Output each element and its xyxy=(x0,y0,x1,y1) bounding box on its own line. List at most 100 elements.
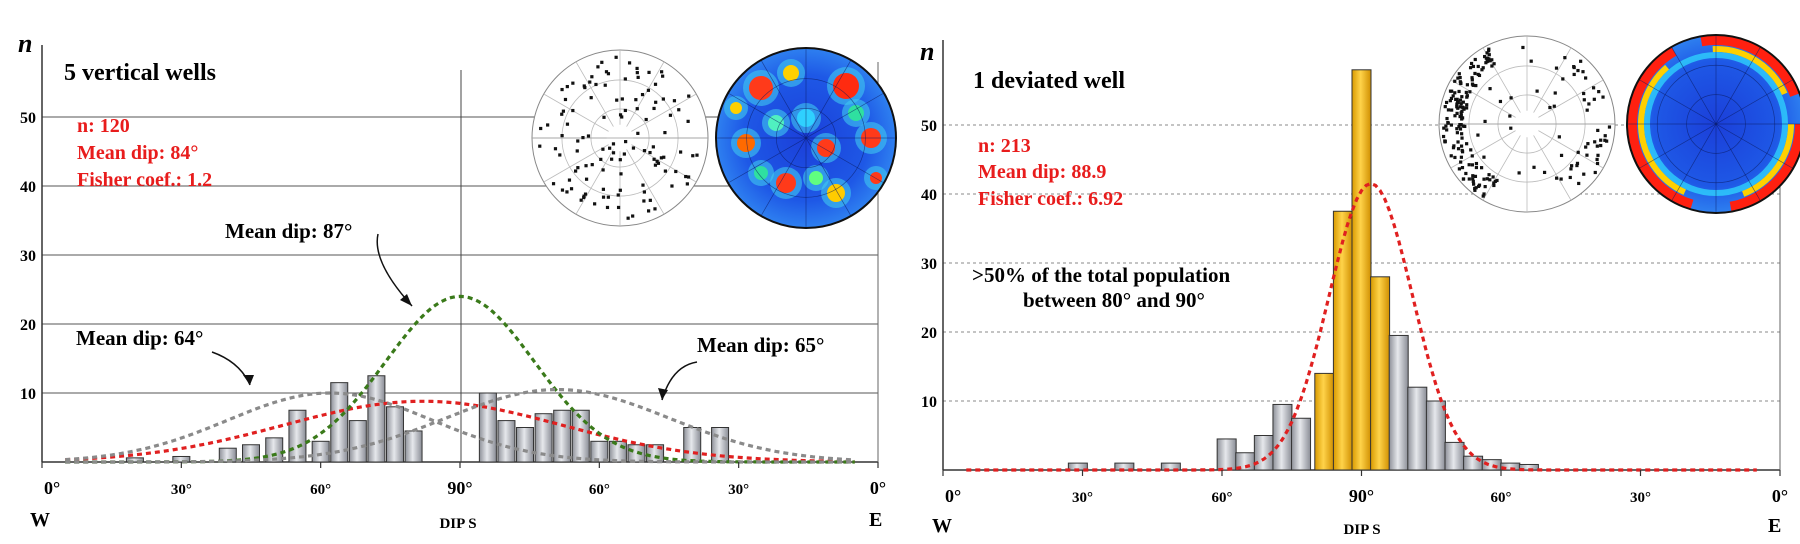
x-tick-label: 30° xyxy=(1630,490,1651,506)
y-tick-label: 30 xyxy=(921,256,937,273)
stereonet-scatter-plot xyxy=(1438,35,1616,213)
x-tick-label: 0° xyxy=(945,486,961,506)
arrow-64-head xyxy=(243,375,254,385)
distribution-curve xyxy=(65,391,855,464)
x-end-west: W xyxy=(932,515,952,537)
stat-mean-dip: Mean dip: 88.9 xyxy=(978,161,1106,183)
chart-vertical-wells: 10 20 30 40 50 0° 30° 60° 90° 60° 30° 0° n 5 verti… xyxy=(18,29,897,532)
bar xyxy=(125,457,144,463)
y-tick-label: 40 xyxy=(20,179,36,196)
bar xyxy=(534,413,553,463)
y-tick-label: 40 xyxy=(921,187,937,204)
y-tick-label: 50 xyxy=(20,110,36,127)
bar xyxy=(1291,417,1312,471)
bar xyxy=(330,382,349,463)
bar xyxy=(1481,459,1502,471)
annotation-mean-dip-64: Mean dip: 64° xyxy=(76,326,203,350)
bar xyxy=(1444,441,1465,471)
y-tick-label: 20 xyxy=(921,325,937,342)
stereonet-net xyxy=(532,50,708,226)
y-tick-label: 50 xyxy=(921,118,937,135)
x-tick-label: 60° xyxy=(1212,490,1233,506)
x-tick-label: 90° xyxy=(1349,486,1374,506)
x-tick-label: 30° xyxy=(728,482,749,498)
x-tick-label: 30° xyxy=(171,482,192,498)
x-tick-label: 60° xyxy=(589,482,610,498)
bar xyxy=(1407,386,1428,471)
stereonet-scatter-plot xyxy=(531,49,709,227)
bar xyxy=(265,437,284,463)
pole-points xyxy=(1441,45,1612,198)
bar xyxy=(683,427,702,463)
bar-highlighted xyxy=(1314,372,1335,471)
bar xyxy=(553,409,572,463)
stereonet-density-plot xyxy=(715,47,897,229)
bar xyxy=(478,392,497,463)
bar xyxy=(516,427,535,463)
arrow-87-head xyxy=(400,294,412,306)
bar xyxy=(1463,455,1484,471)
annotation-population-line2: between 80° and 90° xyxy=(1023,288,1205,312)
y-tick-labels: 10 20 30 40 50 xyxy=(921,118,937,411)
y-tick-labels: 10 20 30 40 50 xyxy=(20,110,36,403)
x-tick-labels: 0° 30° 60° 90° 60° 30° 0° xyxy=(41,462,886,498)
x-tick-label: 60° xyxy=(1491,490,1512,506)
bar xyxy=(627,444,646,463)
arrow-65 xyxy=(661,361,698,401)
bar xyxy=(311,440,330,463)
x-axis-label: DIP S xyxy=(439,516,476,532)
pole-points xyxy=(538,55,699,220)
curves-group xyxy=(966,181,1757,472)
bar xyxy=(497,420,516,463)
annotation-mean-dip-65: Mean dip: 65° xyxy=(697,333,824,357)
x-tick-labels: 0° 30° 60° 90° 60° 30° 0° xyxy=(942,470,1788,506)
bar xyxy=(367,375,386,463)
bar xyxy=(1388,334,1409,471)
x-end-east: E xyxy=(1768,515,1781,537)
curves-group xyxy=(65,294,855,464)
bar-highlighted xyxy=(1332,210,1353,471)
bar xyxy=(608,440,627,463)
x-tick-label: 0° xyxy=(870,478,886,498)
chart-title: 1 deviated well xyxy=(973,68,1125,94)
bar xyxy=(571,409,590,463)
bar xyxy=(348,420,367,463)
x-tick-label: 60° xyxy=(310,482,331,498)
bar-highlighted xyxy=(1351,69,1372,471)
x-tick-label: 0° xyxy=(1772,486,1788,506)
y-tick-label: 10 xyxy=(20,386,36,403)
bars-group xyxy=(125,375,730,463)
bars-group xyxy=(1067,69,1539,471)
x-tick-label: 30° xyxy=(1072,490,1093,506)
bar xyxy=(1160,462,1181,471)
y-axis-label: n xyxy=(18,29,32,58)
chart-deviated-well: 10 20 30 40 50 0° 30° 60° 90° 60° 30° 0° n 1 devia… xyxy=(920,34,1800,538)
annotation-population-line1: >50% of the total population xyxy=(972,263,1230,287)
annotation-mean-dip-87: Mean dip: 87° xyxy=(225,219,352,243)
x-axis-label: DIP S xyxy=(1343,522,1380,538)
stat-n: n: 213 xyxy=(978,135,1031,157)
arrow-65-head xyxy=(658,388,668,400)
x-end-west: W xyxy=(30,509,50,531)
stat-n: n: 120 xyxy=(77,115,130,137)
stat-fisher: Fisher coef.: 6.92 xyxy=(978,188,1123,210)
arrow-64 xyxy=(211,351,251,386)
distribution-curve xyxy=(65,388,855,464)
x-end-east: E xyxy=(869,509,882,531)
distribution-curve xyxy=(65,399,855,464)
distribution-curve xyxy=(966,181,1757,472)
stereonet-density-plot xyxy=(1626,34,1800,214)
stat-fisher: Fisher coef.: 1.2 xyxy=(77,169,212,191)
y-axis-label: n xyxy=(920,37,934,66)
y-tick-label: 10 xyxy=(921,394,937,411)
bar xyxy=(404,430,423,463)
y-tick-label: 20 xyxy=(20,317,36,334)
stat-mean-dip: Mean dip: 84° xyxy=(77,142,198,164)
bar-highlighted xyxy=(1370,276,1391,471)
y-tick-label: 30 xyxy=(20,248,36,265)
bar xyxy=(1425,400,1446,471)
x-tick-label: 0° xyxy=(44,478,60,498)
bar xyxy=(1216,438,1237,471)
bar xyxy=(288,409,307,463)
